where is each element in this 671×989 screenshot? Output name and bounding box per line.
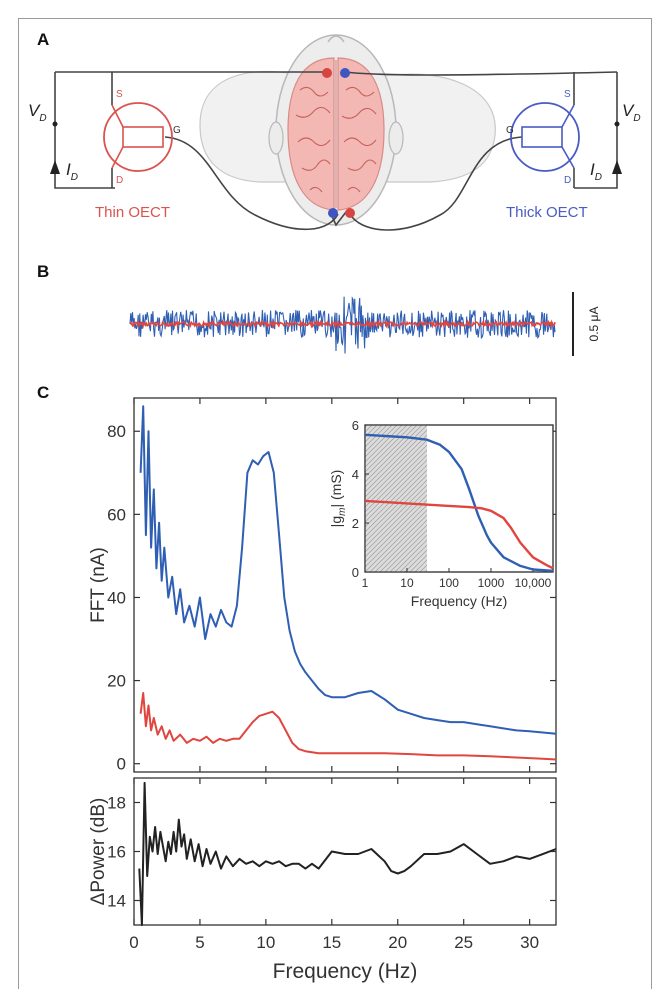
trace-line-red [129, 319, 556, 329]
thin-oect-label: Thin OECT [95, 204, 170, 221]
left-vd-label: V [28, 101, 41, 120]
thick-oect-label: Thick OECT [506, 204, 588, 221]
left-id-label: I [66, 160, 71, 179]
inset-series-line-1 [364, 499, 554, 570]
left-vd-sub: D [39, 113, 46, 124]
inset-x-axis-label: Frequency (Hz) [411, 593, 507, 609]
power-x-tick-label: 0 [129, 933, 138, 952]
power-x-tick-label: 15 [322, 933, 341, 952]
power-x-tick-label: 5 [195, 933, 204, 952]
fft-y-tick-label: 0 [117, 755, 126, 774]
left-id-sub: D [71, 172, 78, 183]
fft-y-tick-label: 80 [107, 422, 126, 441]
nose-outline [327, 35, 345, 43]
thin-pin-d: D [116, 175, 123, 186]
inset-y-tick-label: 0 [352, 565, 359, 580]
power-x-tick-label: 10 [256, 933, 275, 952]
power-x-tick-label: 25 [454, 933, 473, 952]
circuit-wires [54, 71, 618, 231]
right-vd-sub: D [633, 113, 640, 124]
electrode-bottom-red [345, 208, 355, 218]
electrode-top-blue [340, 68, 350, 78]
fft-y-tick-label: 60 [107, 505, 126, 524]
time-trace: 0.5 μA [129, 292, 601, 356]
left-current-arrow-icon [50, 160, 60, 174]
thick-pin-d: D [564, 175, 571, 186]
electrode-top-red [322, 68, 332, 78]
power-y-axis-label: ΔPower (dB) [88, 798, 109, 906]
brain-folds [295, 86, 377, 193]
right-ear [388, 121, 404, 155]
right-id-label: I [590, 160, 595, 179]
fft-series-line-0 [139, 405, 557, 735]
blue-trace [129, 296, 556, 354]
inset-x-tick-label: 100 [439, 576, 459, 590]
thick-oect-symbol [510, 102, 580, 172]
inset-series-line-0 [364, 433, 554, 572]
svg-text:VD: VD [28, 101, 47, 124]
fft-y-tick-label: 20 [107, 672, 126, 691]
thin-pin-s: S [116, 89, 123, 100]
electrode-bottom-blue [328, 208, 338, 218]
schematic-diagram: VD ID VD ID S D G S D G Thin OECT Thick … [28, 34, 641, 231]
right-id-sub: D [595, 172, 602, 183]
svg-text:ID: ID [590, 160, 602, 183]
panel-label-c: C [37, 383, 50, 402]
x-axis-label: Frequency (Hz) [273, 960, 418, 983]
right-vd-label: V [622, 101, 635, 120]
power-y-tick-label: 14 [107, 892, 126, 911]
right-current-arrow-icon [612, 160, 622, 174]
thin-pin-g: G [173, 125, 181, 136]
trace-line-blue [129, 296, 556, 354]
inset-y-axis-label: |gm| (mS) [328, 470, 348, 528]
inset-x-tick-label: 10 [400, 576, 414, 590]
svg-text:VD: VD [622, 101, 641, 124]
inset-y-tick-label: 4 [352, 467, 359, 482]
inset-x-tick-label: 1 [362, 576, 369, 590]
panel-label-b: B [37, 262, 50, 281]
fft-y-axis-label: FFT (nA) [88, 547, 109, 623]
power-x-tick-label: 30 [520, 933, 539, 952]
scale-bar-label: 0.5 μA [587, 307, 601, 342]
panel-label-a: A [37, 30, 50, 49]
inset-shaded-region [365, 425, 428, 572]
fft-series-line-1 [139, 692, 557, 761]
left-ear [268, 121, 284, 155]
fft-y-tick-label: 40 [107, 588, 126, 607]
inset-y-tick-label: 6 [352, 418, 359, 433]
thick-pin-g: G [506, 125, 514, 136]
power-series-line-0 [138, 781, 557, 926]
brain-right-hemisphere [337, 57, 385, 211]
power-y-tick-label: 18 [107, 794, 126, 813]
inset-y-tick-label: 2 [352, 516, 359, 531]
inset-x-tick-label: 10,000 [515, 576, 552, 590]
red-trace [129, 319, 556, 329]
thick-pin-s: S [564, 89, 571, 100]
fft-plot-frame [133, 397, 557, 773]
inset-x-tick-label: 1000 [478, 576, 505, 590]
power-x-tick-label: 20 [388, 933, 407, 952]
thin-oect-symbol [103, 102, 173, 172]
svg-text:ID: ID [66, 160, 78, 183]
power-y-tick-label: 16 [107, 843, 126, 862]
